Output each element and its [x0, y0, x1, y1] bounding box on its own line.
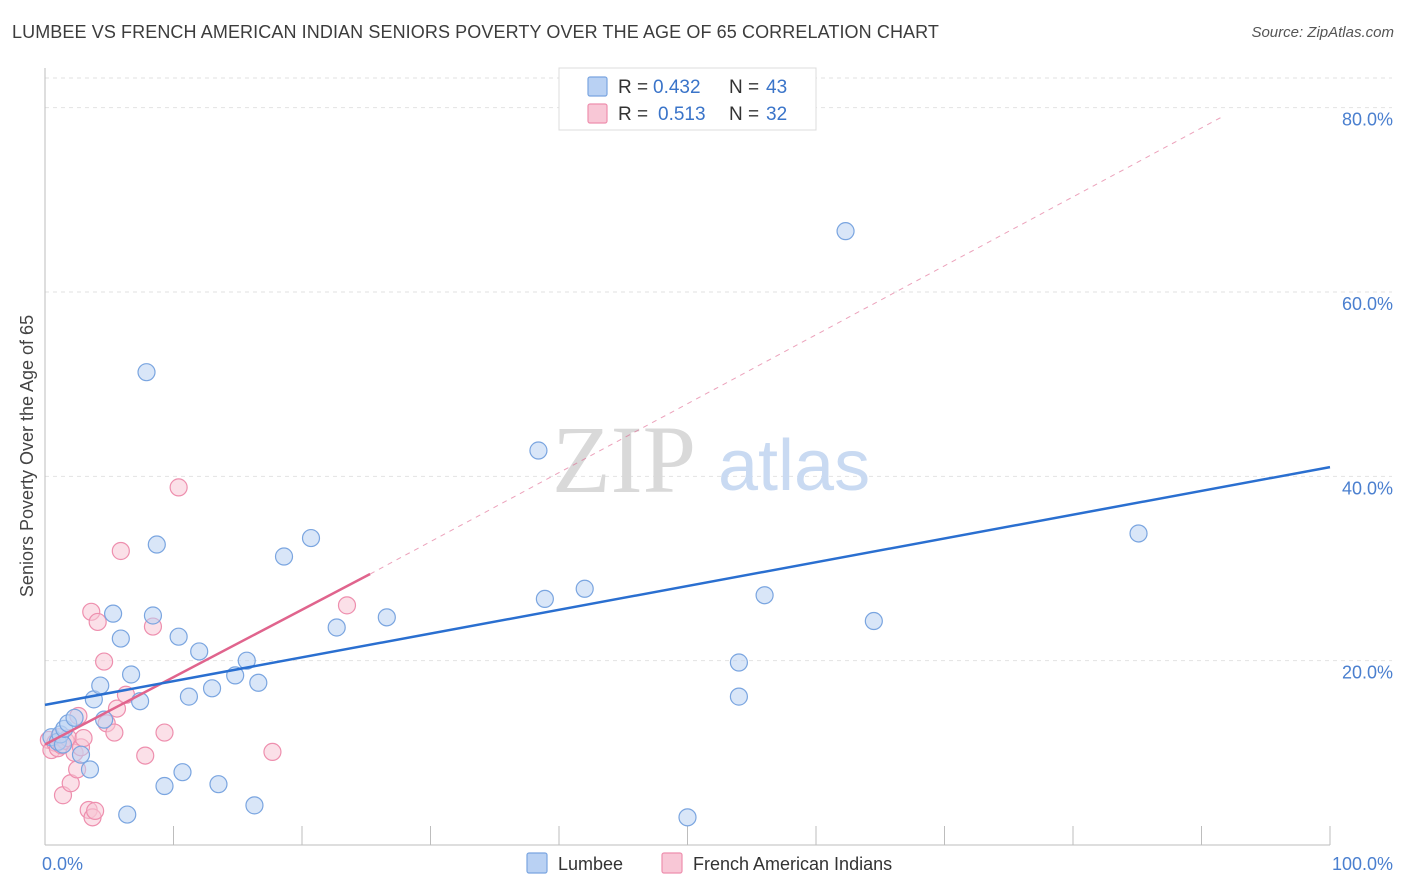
- y-tick-label-20: 20.0%: [1342, 663, 1393, 683]
- lumbee-point-42: [836, 222, 855, 241]
- french-point-26: [136, 746, 155, 765]
- bottom-legend-swatch-lumbee: [526, 852, 548, 874]
- french-point-31: [337, 596, 357, 615]
- french-point-30: [263, 742, 282, 762]
- y-axis-label: Seniors Poverty Over the Age of 65: [17, 315, 37, 597]
- lumbee-point-24: [190, 642, 209, 661]
- lumbee-point-35: [529, 441, 548, 460]
- lumbee-point-28: [237, 651, 256, 670]
- lumbee-point-30: [249, 673, 268, 692]
- x-tick-labels: 0.0% 100.0%: [42, 854, 1393, 874]
- legend-swatch-lumbee: [587, 76, 608, 97]
- bottom-legend-swatch-french-american-indians: [661, 852, 683, 874]
- legend-r-value-lumbee: 0.432: [653, 77, 701, 98]
- legend: R = 0.432 N = 43 R = 0.513 N = 32: [558, 67, 817, 131]
- lumbee-point-29: [245, 796, 264, 815]
- lumbee-point-13: [111, 629, 130, 648]
- source-credit: Source: ZipAtlas.com: [1251, 24, 1394, 41]
- lumbee-point-37: [575, 579, 594, 598]
- trend-french: [44, 572, 371, 746]
- lumbee-point-21: [169, 627, 188, 646]
- lumbee-point-41: [755, 586, 774, 605]
- lumbee-point-15: [121, 665, 141, 684]
- x-tick-label-0: 0.0%: [42, 854, 83, 874]
- legend-n-label-lumbee: N =: [729, 77, 759, 98]
- lumbee-point-36: [535, 589, 554, 609]
- trend-lines: [44, 116, 1331, 746]
- legend-n-label-french: N =: [729, 104, 759, 125]
- french-point-28: [155, 723, 174, 742]
- legend-swatch-french-american-indians: [587, 103, 608, 124]
- lumbee-point-17: [137, 363, 156, 382]
- lumbee-point-7: [71, 745, 91, 764]
- french-point-20: [95, 652, 114, 671]
- x-axis-ticks: [173, 826, 1331, 845]
- french-point-22: [105, 723, 124, 742]
- french-point-18: [86, 801, 105, 820]
- y-tick-label-40: 40.0%: [1342, 478, 1393, 498]
- legend-n-value-french: 32: [766, 104, 787, 125]
- lumbee-point-39: [729, 653, 749, 672]
- french-point-14: [74, 728, 93, 748]
- trend-lumbee: [44, 465, 1331, 707]
- lumbee-point-43: [864, 611, 883, 631]
- y-tick-labels: 20.0% 40.0% 60.0% 80.0%: [1342, 110, 1393, 683]
- x-tick-label-100: 100.0%: [1332, 854, 1393, 874]
- watermark-zip: ZIP: [552, 406, 696, 513]
- lumbee-point-23: [179, 687, 199, 706]
- lumbee-point-12: [104, 604, 123, 623]
- trend-french-extension: [369, 116, 1223, 575]
- lumbee-point-44: [1129, 524, 1148, 543]
- lumbee-point-34: [377, 608, 396, 627]
- y-tick-label-60: 60.0%: [1342, 294, 1393, 314]
- lumbee-point-33: [327, 618, 346, 637]
- bottom-legend-label-french: French American Indians: [693, 854, 892, 874]
- watermark: ZIP atlas: [552, 406, 870, 513]
- lumbee-point-40: [729, 687, 749, 706]
- french-point-29: [169, 478, 188, 497]
- french-point-24: [111, 541, 130, 561]
- lumbee-point-31: [274, 547, 294, 566]
- lumbee-point-18: [143, 606, 163, 625]
- legend-r-label-french: R =: [618, 104, 648, 125]
- lumbee-point-10: [91, 676, 110, 695]
- legend-r-value-french: 0.513: [658, 104, 706, 125]
- lumbee-point-19: [147, 535, 166, 554]
- bottom-legend: Lumbee French American Indians: [526, 852, 892, 874]
- lumbee-point-14: [118, 805, 137, 824]
- chart-title: LUMBEE VS FRENCH AMERICAN INDIAN SENIORS…: [12, 22, 940, 42]
- bottom-legend-label-lumbee: Lumbee: [558, 854, 623, 874]
- lumbee-point-38: [678, 808, 697, 827]
- gridlines: [45, 77, 1392, 662]
- lumbee-point-25: [202, 679, 222, 698]
- lumbee-point-32: [301, 528, 321, 548]
- lumbee-point-6: [65, 708, 84, 727]
- watermark-atlas: atlas: [718, 426, 870, 506]
- lumbee-point-26: [209, 775, 228, 794]
- french-point-19: [88, 612, 107, 632]
- legend-r-label-lumbee: R =: [618, 77, 648, 98]
- legend-n-value-lumbee: 43: [766, 77, 787, 98]
- series-lumbee: [42, 222, 1148, 827]
- lumbee-point-8: [80, 760, 100, 779]
- lumbee-point-22: [173, 763, 192, 782]
- y-tick-label-80: 80.0%: [1342, 110, 1393, 130]
- lumbee-point-20: [155, 776, 174, 796]
